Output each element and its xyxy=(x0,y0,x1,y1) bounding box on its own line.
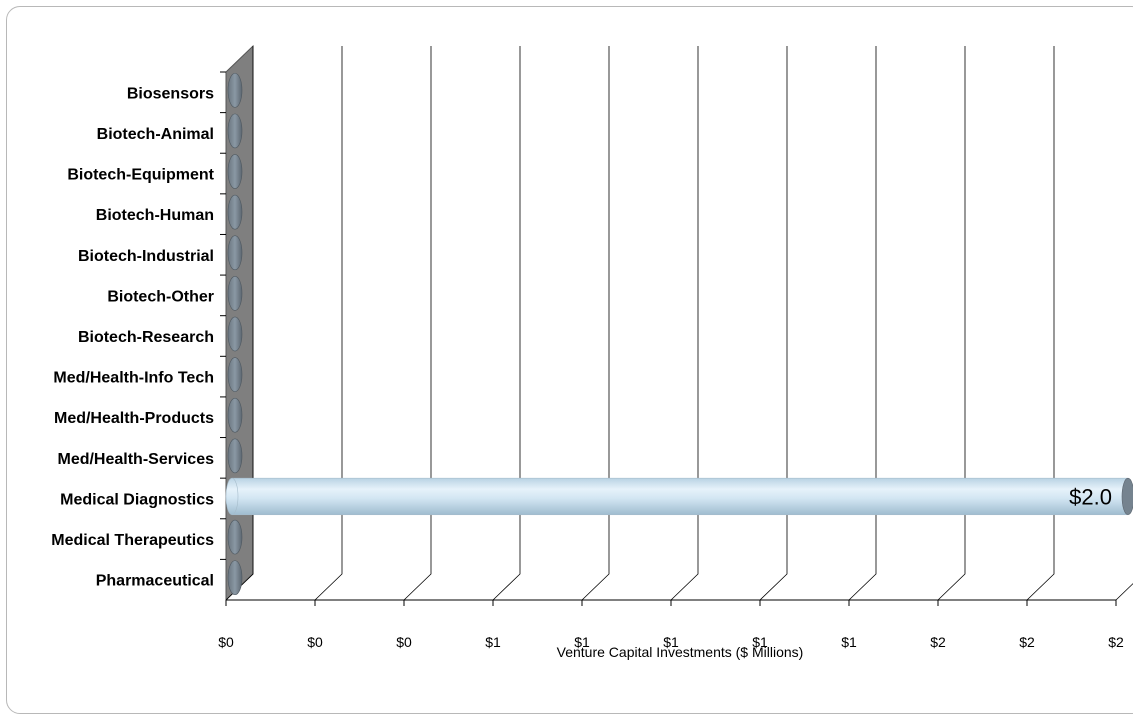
gridline xyxy=(581,46,610,601)
category-label: Biotech-Animal xyxy=(97,126,214,143)
bar-start-cap xyxy=(225,477,239,516)
gridline xyxy=(403,46,432,601)
x-tick-label: $0 xyxy=(307,634,323,650)
x-tick-label: $1 xyxy=(752,634,768,650)
x-tick-labels: $0 $0 $0 $1 $1 $1 $1 $1 $2 $2 $2 xyxy=(218,634,1124,650)
x-tick-label: $0 xyxy=(218,634,234,650)
bar xyxy=(227,316,243,352)
bar xyxy=(227,194,243,230)
x-tick-label: $1 xyxy=(663,634,679,650)
category-label: Biosensors xyxy=(127,85,214,102)
data-label: $2.0 xyxy=(1069,484,1112,509)
bar xyxy=(227,113,243,149)
bar xyxy=(227,397,243,433)
gridline xyxy=(670,46,699,601)
bar xyxy=(227,276,243,311)
category-labels: Biosensors Biotech-Animal Biotech-Equipmen… xyxy=(51,85,214,589)
bar xyxy=(227,519,243,555)
x-tick-label: $1 xyxy=(574,634,590,650)
category-label: Biotech-Industrial xyxy=(78,248,214,265)
gridline xyxy=(848,46,877,601)
category-label: Medical Diagnostics xyxy=(60,491,214,508)
category-label: Biotech-Human xyxy=(96,207,214,224)
x-tick-label: $2 xyxy=(1019,634,1035,650)
category-label: Pharmaceutical xyxy=(96,573,214,590)
bars: $2.0 xyxy=(225,72,1133,596)
gridline xyxy=(937,46,966,601)
x-tick-label: $2 xyxy=(1108,634,1124,650)
bar xyxy=(227,235,243,271)
category-label: Biotech-Equipment xyxy=(67,167,214,184)
bar xyxy=(231,477,1129,516)
category-label: Biotech-Research xyxy=(78,329,214,346)
chart-frame xyxy=(6,6,1133,714)
category-label: Med/Health-Services xyxy=(57,451,214,468)
category-label: Med/Health-Info Tech xyxy=(53,370,214,387)
gridline xyxy=(1026,46,1055,601)
gridline xyxy=(492,46,521,601)
bar xyxy=(227,357,243,392)
category-label: Medical Therapeutics xyxy=(51,532,214,549)
x-tick-label: $0 xyxy=(396,634,412,650)
x-tick-label: $1 xyxy=(841,634,857,650)
gridline xyxy=(759,46,788,601)
gridlines xyxy=(220,46,1133,606)
gridline xyxy=(1115,583,1133,601)
bar xyxy=(227,154,243,189)
x-tick-label: $2 xyxy=(930,634,946,650)
category-label: Med/Health-Products xyxy=(54,410,214,427)
x-axis-title: Venture Capital Investments ($ Millions) xyxy=(557,644,804,660)
bar xyxy=(227,72,243,108)
bar-end-cap xyxy=(1121,477,1133,516)
bar xyxy=(227,560,243,596)
x-tick-label: $1 xyxy=(485,634,501,650)
gridline xyxy=(314,46,343,601)
bar xyxy=(227,438,243,474)
category-label: Biotech-Other xyxy=(107,288,214,305)
